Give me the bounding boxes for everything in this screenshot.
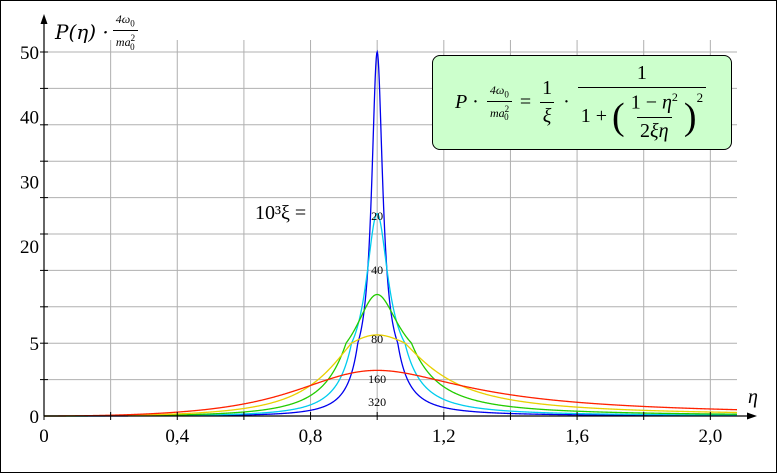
- y-tick-label: 20: [20, 237, 39, 258]
- y-tick-label: 30: [20, 172, 39, 193]
- series-label-320: 320: [368, 395, 386, 409]
- series-label-20: 20: [371, 209, 383, 223]
- x-tick-label: 0,8: [299, 426, 323, 447]
- series-label-80: 80: [371, 332, 383, 346]
- y-frac-den-sub: 0: [130, 41, 135, 52]
- y-frac-den: ma: [115, 35, 131, 50]
- y-axis-label-fraction: 4ω0 ma20: [112, 12, 138, 52]
- y-tick-label: 5: [30, 334, 40, 355]
- series-line-40: [44, 212, 737, 417]
- y-tick-label: 0: [30, 407, 40, 428]
- y-tick-label: 50: [20, 43, 39, 64]
- series-legend-label: 10³ξ =: [255, 202, 307, 224]
- y-frac-num-sub: 0: [130, 18, 135, 29]
- y-tick-label: 40: [20, 108, 39, 129]
- x-tick-label: 2,0: [698, 426, 722, 447]
- y-frac-num: 4ω: [115, 12, 131, 26]
- x-tick-label: 1,6: [565, 426, 589, 447]
- y-frac-den-sup: 2: [130, 33, 136, 44]
- series-line-320: [44, 369, 738, 417]
- x-tick-label: 0: [39, 426, 49, 447]
- x-axis-label: η: [748, 386, 758, 408]
- y-axis-label: P(η) · 4ω0 ma20: [55, 12, 141, 52]
- x-tick-label: 0,4: [165, 426, 189, 447]
- series-label-160: 160: [368, 372, 386, 386]
- y-axis-arrow: [40, 14, 48, 24]
- series-line-80: [44, 293, 737, 417]
- series-label-40: 40: [371, 263, 383, 277]
- series-line-160: [44, 334, 738, 417]
- x-axis-arrow: [747, 412, 757, 420]
- x-tick-label: 1,2: [432, 426, 456, 447]
- y-axis-label-main: P(η) ·: [55, 19, 109, 44]
